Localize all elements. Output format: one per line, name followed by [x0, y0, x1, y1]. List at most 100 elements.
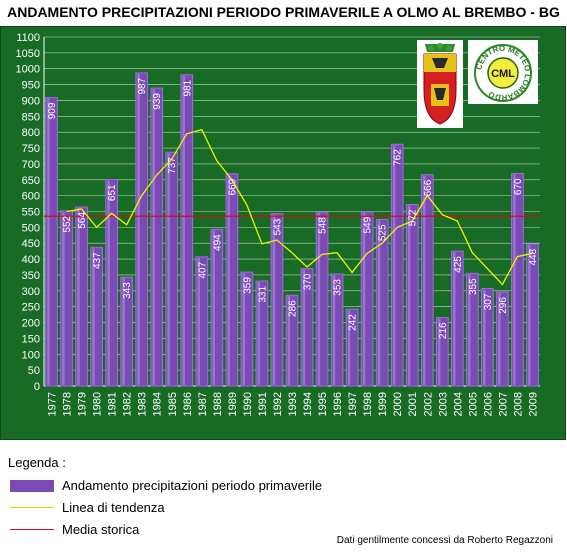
- x-tick-label: 2004: [452, 392, 464, 416]
- bar: [435, 316, 449, 387]
- bar-value-label: 343: [122, 282, 133, 299]
- chart-title: ANDAMENTO PRECIPITAZIONI PERIODO PRIMAVE…: [7, 4, 560, 20]
- x-tick-label: 1999: [377, 392, 389, 416]
- x-tick-label: 2008: [512, 392, 524, 416]
- x-tick-label: 1983: [137, 392, 149, 416]
- bar-highlight: [483, 289, 486, 385]
- y-tick-label: 550: [22, 207, 40, 219]
- legend-swatch-bar: [10, 479, 54, 492]
- y-tick-label: 100: [22, 349, 40, 361]
- x-tick-label: 1985: [167, 392, 179, 416]
- bar-highlight: [152, 89, 155, 386]
- bar-highlight: [332, 275, 336, 385]
- x-tick-label: 1996: [332, 392, 344, 416]
- bar-highlight: [242, 273, 246, 385]
- bar-highlight: [452, 252, 456, 385]
- bar-highlight: [167, 153, 170, 385]
- y-tick-label: 1000: [16, 64, 40, 76]
- y-tick-labels: 0 50 100 150 200 250 300 350 400 450 500 550 600 650 7…: [16, 32, 40, 393]
- bar-value-label: 564: [77, 212, 88, 229]
- bar-highlight: [92, 248, 95, 385]
- bar-value-label: 355: [468, 278, 479, 295]
- y-tick-label: 150: [22, 333, 40, 345]
- bar-highlight: [437, 318, 441, 385]
- bar-value-label: 448: [528, 248, 539, 265]
- x-tick-label: 1993: [287, 392, 299, 416]
- bar-highlight: [513, 174, 516, 385]
- bar: [496, 291, 509, 387]
- bar-value-label: 669: [227, 178, 238, 195]
- y-tick-label: 250: [22, 302, 40, 314]
- x-tick-label: 2006: [482, 392, 494, 416]
- bar: [225, 173, 239, 387]
- bar: [360, 211, 374, 387]
- bar: [150, 87, 164, 387]
- bar-value-label: 286: [288, 300, 299, 317]
- y-tick-label: 400: [22, 254, 40, 266]
- y-tick-label: 200: [22, 318, 40, 330]
- bar: [195, 256, 209, 387]
- y-tick-label: 850: [22, 111, 40, 123]
- legend-item-mean: Media storica: [10, 522, 139, 537]
- bar-highlight: [407, 205, 411, 385]
- bar: [45, 97, 58, 387]
- x-tick-label: 1992: [272, 392, 284, 416]
- bar: [466, 272, 479, 387]
- bar-value-label: 666: [423, 179, 434, 196]
- bar-value-label: 939: [152, 93, 163, 110]
- x-tick-label: 1998: [362, 392, 374, 416]
- bar-highlight: [257, 281, 261, 385]
- y-tick-label: 450: [22, 238, 40, 250]
- x-tick-label: 2000: [392, 392, 404, 416]
- bar: [375, 218, 389, 387]
- bar-value-label: 296: [498, 297, 509, 314]
- bar-layer: [45, 72, 539, 387]
- bar-highlight: [392, 145, 396, 385]
- municipal-crest-logo: [417, 40, 463, 128]
- legend-item-precipitation: Andamento precipitazioni periodo primave…: [10, 478, 322, 493]
- x-tick-label: 1978: [62, 392, 74, 416]
- bar-value-label: 543: [272, 218, 283, 235]
- bar: [345, 308, 359, 387]
- bar-value-label: 242: [348, 314, 359, 331]
- bar-value-label: 494: [212, 234, 223, 251]
- x-tick-label: 1994: [302, 392, 314, 416]
- bar: [255, 280, 269, 387]
- bar-highlight: [422, 175, 426, 385]
- x-tick-label: 1981: [107, 392, 119, 416]
- bar: [240, 271, 254, 387]
- x-tick-label: 1979: [77, 392, 89, 416]
- y-tick-label: 900: [22, 95, 40, 107]
- bar-value-label: 737: [167, 157, 178, 174]
- svg-text:CML: CML: [491, 68, 515, 80]
- bar-value-label: 670: [513, 178, 524, 195]
- bar-highlight: [362, 212, 366, 385]
- x-tick-label: 2001: [407, 392, 419, 416]
- y-tick-label: 0: [34, 381, 40, 393]
- bar-highlight: [377, 220, 381, 385]
- bar: [330, 273, 344, 387]
- bar-highlight: [347, 310, 351, 385]
- bar-value-label: 370: [303, 273, 314, 290]
- bar-highlight: [317, 213, 321, 385]
- bar-value-label: 525: [378, 224, 389, 241]
- bar-highlight: [498, 293, 501, 385]
- bar-highlight: [47, 98, 50, 385]
- chart-svg: 0 50 100 150 200 250 300 350 400 450 500 550 600 650 7…: [16, 32, 540, 416]
- bar-value-label: 331: [257, 286, 268, 303]
- x-tick-label: 1982: [122, 392, 134, 416]
- trend-layer: [66, 128, 533, 286]
- bar-highlight: [197, 257, 200, 385]
- bar-value-label: 425: [453, 256, 464, 273]
- bar-highlight: [182, 75, 185, 385]
- x-tick-label: 2005: [467, 392, 479, 416]
- bar: [450, 250, 464, 387]
- x-tick-label: 1997: [347, 392, 359, 416]
- bar-value-label: 762: [393, 149, 404, 166]
- x-tick-label: 1995: [317, 392, 329, 416]
- x-tick-labels: 1977 1978 1979 1980 1981 1982 1983 1984 1985 1986…: [47, 392, 540, 416]
- bar: [315, 211, 329, 387]
- bar-value-label: 981: [182, 79, 193, 96]
- bar-value-label: 651: [107, 184, 118, 201]
- legend-title: Legenda :: [8, 455, 66, 470]
